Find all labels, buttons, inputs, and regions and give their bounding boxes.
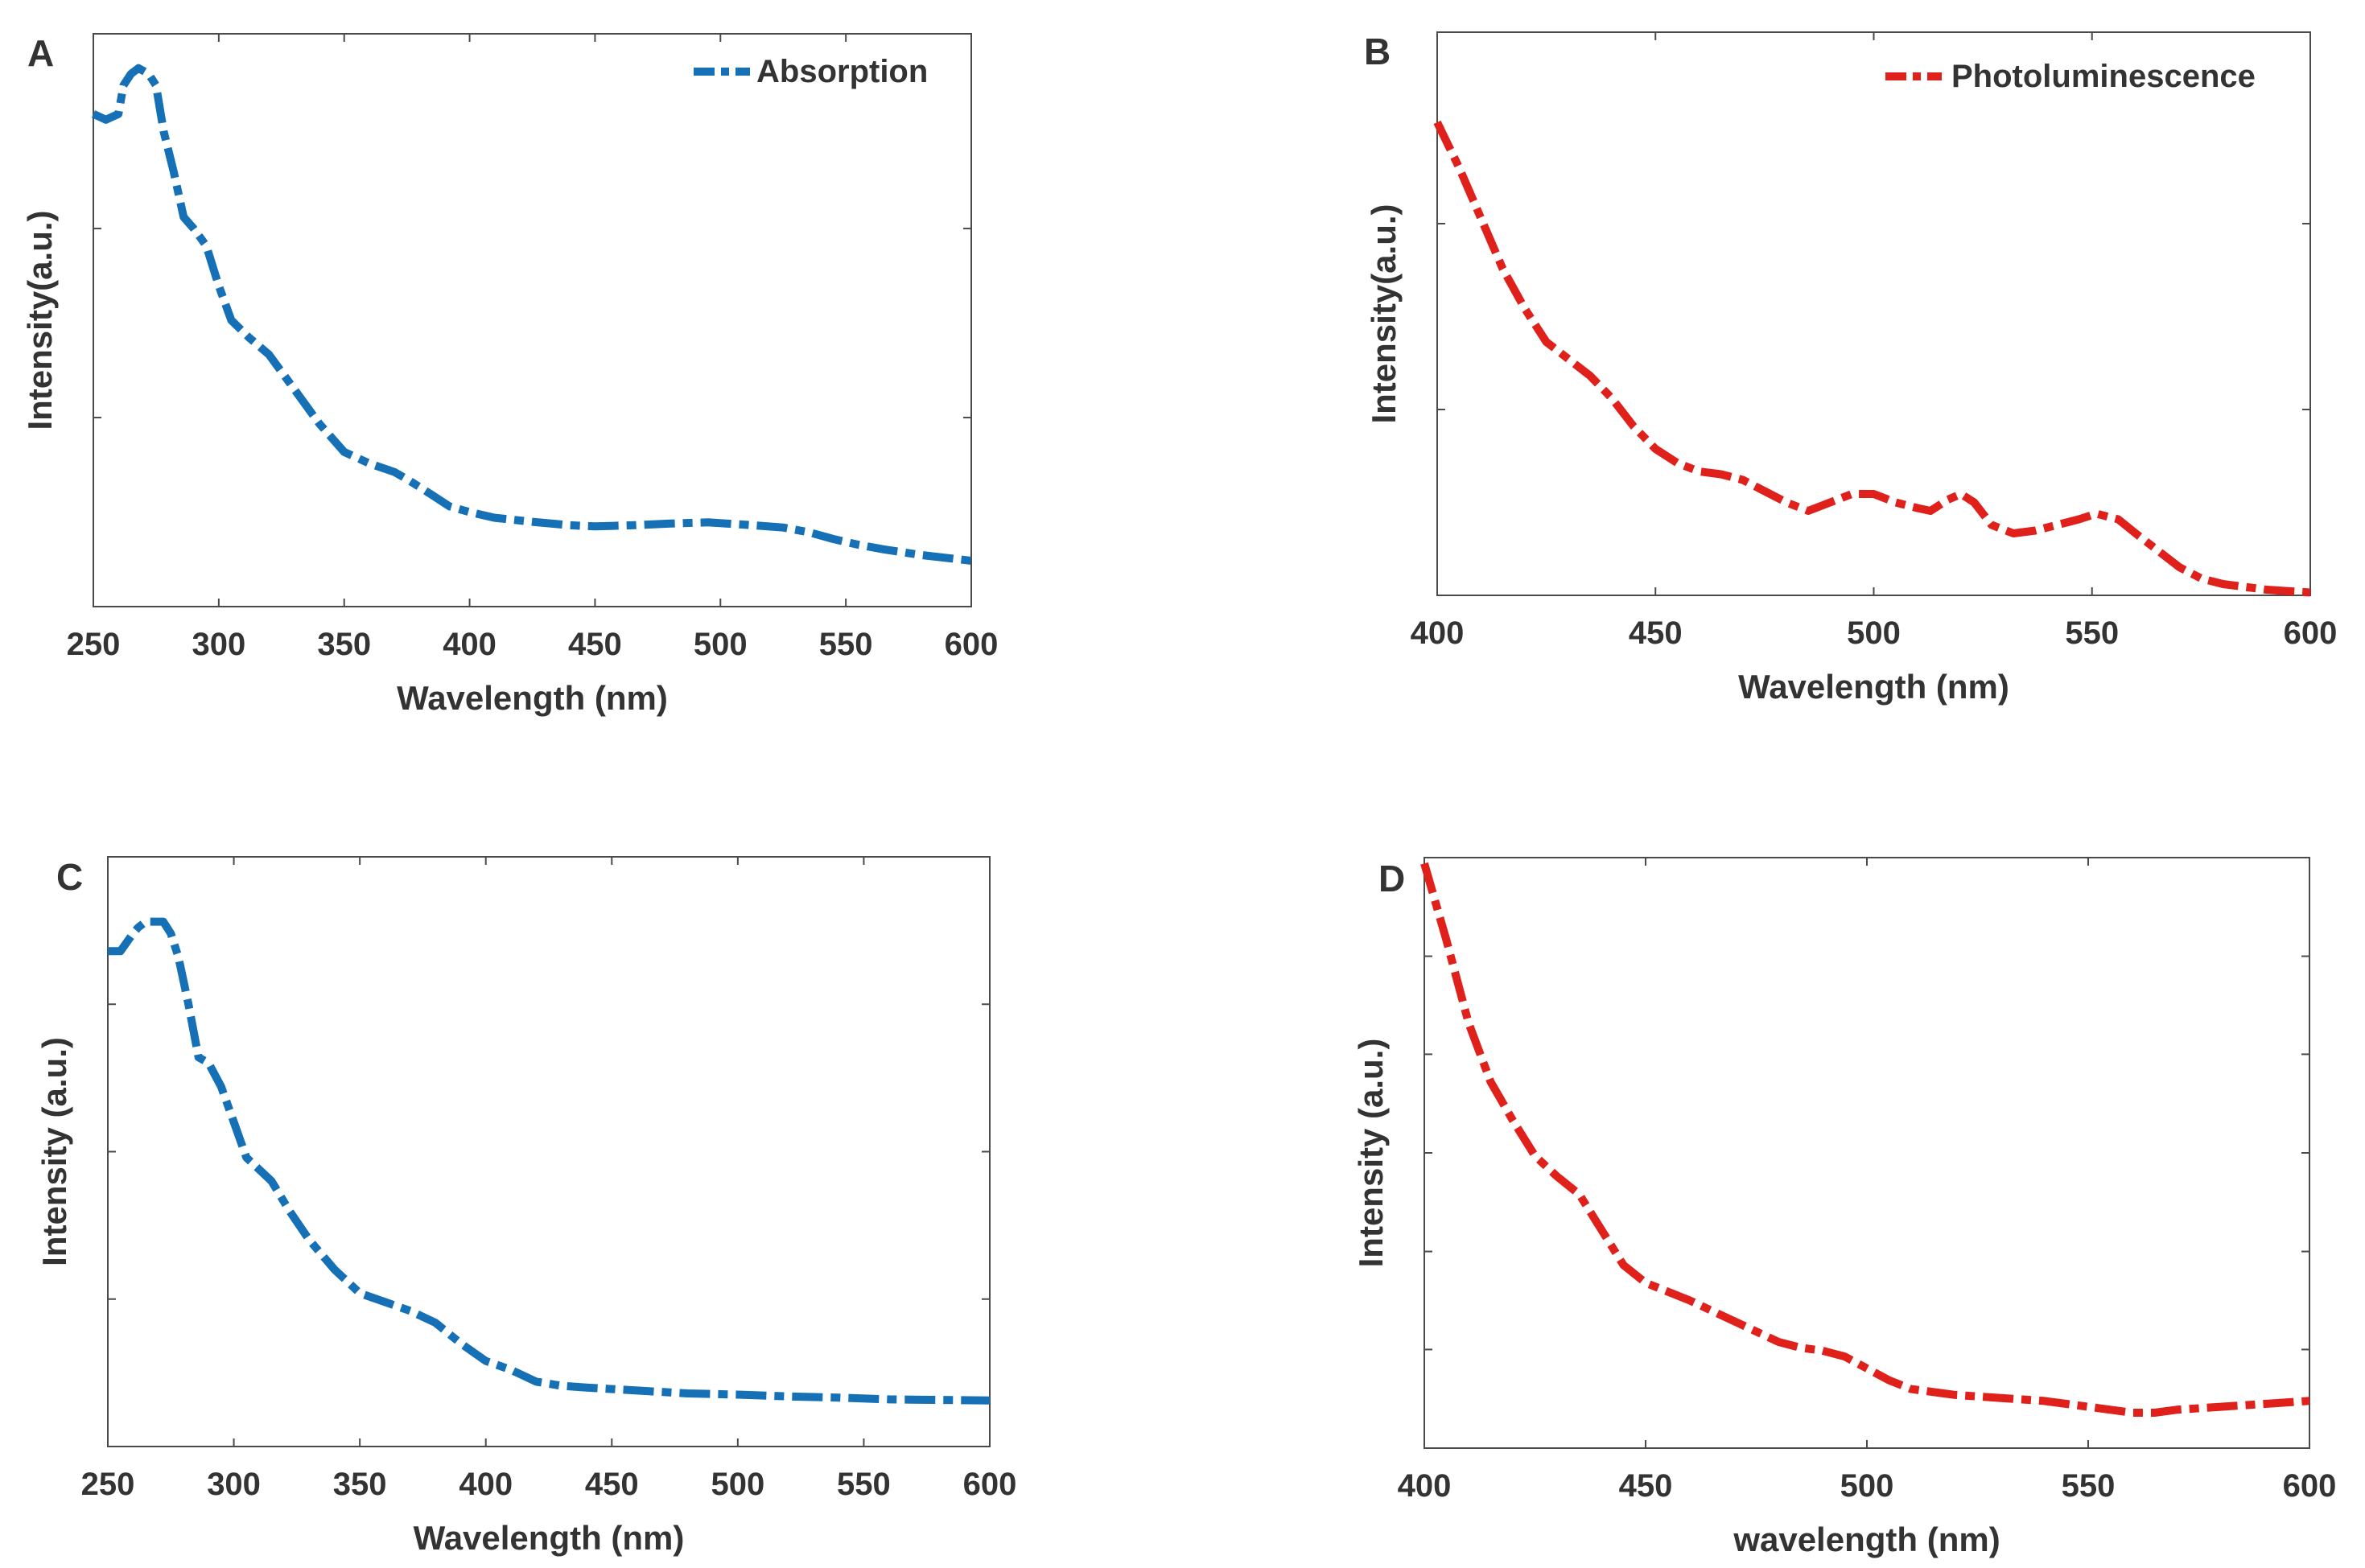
y-axis-label: Intensity(a.u.) — [21, 210, 59, 430]
x-axis-label: Wavelength (nm) — [414, 1519, 685, 1557]
panel-c: 250 300 350 400 450 500 550 600 Wavelength (nm) I… — [35, 856, 1016, 1557]
legend-label: Photoluminescence — [1951, 59, 2256, 94]
y-axis-label: Intensity (a.u.) — [1352, 1039, 1390, 1268]
series-line-photoluminescence — [1433, 120, 2311, 597]
panel-label: A — [27, 32, 54, 74]
x-tick-label: 300 — [207, 1467, 261, 1502]
x-tick-label: 500 — [1847, 615, 1901, 651]
x-tick-label: 500 — [1840, 1468, 1894, 1504]
x-tick-label: 450 — [1619, 1468, 1673, 1504]
plot-frame — [1424, 857, 2310, 1449]
x-tick-label: 550 — [837, 1467, 891, 1502]
x-tick-label: 300 — [192, 627, 245, 662]
x-tick-label: 250 — [81, 1467, 135, 1502]
panel-a: 250 300 350 400 450 500 550 600 Wavelength (nm) I… — [21, 32, 998, 717]
x-tick-label: 450 — [585, 1467, 639, 1502]
x-tick-label: 500 — [694, 627, 748, 662]
x-tick-label: 600 — [2283, 1468, 2337, 1504]
series-line-absorption — [108, 917, 991, 1405]
series-line-photoluminescence — [1420, 862, 2310, 1417]
y-axis-label: Intensity(a.u.) — [1365, 204, 1403, 423]
x-tick-label: 250 — [67, 627, 121, 662]
x-tick-label: 450 — [568, 627, 622, 662]
x-tick-label: 350 — [317, 627, 371, 662]
x-axis-label: Wavelength (nm) — [397, 679, 668, 717]
x-tick-label: 600 — [945, 627, 999, 662]
y-axis-label: Intensity (a.u.) — [35, 1037, 73, 1266]
panel-b: 400 450 500 550 600 Wavelength (nm) Intensity(… — [1364, 31, 2337, 706]
x-tick-label: 400 — [1398, 1468, 1452, 1504]
x-tick-label: 500 — [711, 1467, 764, 1502]
x-tick-label: 550 — [2065, 615, 2119, 651]
x-tick-label: 450 — [1629, 615, 1683, 651]
x-tick-label: 550 — [819, 627, 873, 662]
series-line-absorption — [91, 64, 972, 565]
x-tick-label: 600 — [963, 1467, 1017, 1502]
panel-label: B — [1364, 31, 1391, 72]
panel-label: D — [1378, 858, 1405, 899]
plot-frame — [107, 856, 991, 1447]
legend-label: Absorption — [756, 54, 928, 89]
plot-frame — [1436, 31, 2311, 596]
plot-frame — [93, 33, 972, 607]
x-axis-label: wavelength (nm) — [1733, 1521, 2000, 1558]
x-tick-label: 550 — [2062, 1468, 2116, 1504]
panel-d: 400 450 500 550 600 wavelength (nm) Intensity … — [1352, 857, 2337, 1558]
x-tick-label: 400 — [443, 627, 496, 662]
x-tick-label: 400 — [459, 1467, 513, 1502]
panel-label: C — [56, 856, 83, 898]
x-axis-label: Wavelength (nm) — [1738, 668, 2009, 706]
x-tick-label: 350 — [333, 1467, 387, 1502]
x-tick-label: 400 — [1411, 615, 1465, 651]
x-tick-label: 600 — [2284, 615, 2338, 651]
